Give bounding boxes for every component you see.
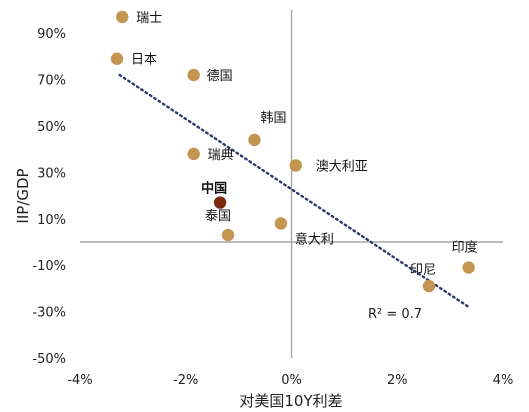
x-tick-label: 0% <box>281 373 302 388</box>
data-point <box>187 147 200 161</box>
x-tick-label: -2% <box>173 373 198 388</box>
y-tick-label: 70% <box>37 74 66 89</box>
data-points <box>110 10 475 293</box>
y-tick-label: 10% <box>37 213 66 228</box>
point-label: 意大利 <box>295 231 334 247</box>
point-label: 韩国 <box>260 111 286 126</box>
x-tick-label: 2% <box>387 373 408 388</box>
x-tick-label: 4% <box>493 373 514 388</box>
point-label: 印尼 <box>410 263 436 278</box>
y-tick-label: 50% <box>37 120 66 135</box>
x-tick-label: -4% <box>67 373 92 388</box>
y-tick-label: 30% <box>37 166 66 181</box>
data-point <box>116 10 129 24</box>
data-point <box>274 217 288 230</box>
trendline <box>118 73 470 309</box>
point-label: 澳大利亚 <box>316 158 368 174</box>
r-squared-annotation: R² = 0.7 <box>368 307 422 322</box>
y-tick-label: -30% <box>32 306 66 321</box>
data-point <box>221 228 235 242</box>
y-tick-label: -50% <box>32 352 66 367</box>
y-axis-title: IIP/GDP <box>14 168 32 223</box>
point-label: 日本 <box>131 53 157 68</box>
point-label: 中国 <box>201 181 227 197</box>
point-label: 瑞士 <box>136 11 162 26</box>
data-point <box>110 52 124 65</box>
data-point <box>462 261 475 274</box>
point-label: 印度 <box>452 240 478 256</box>
axes <box>80 10 503 358</box>
x-axis-title: 对美国10Y利差 <box>239 392 342 410</box>
point-label: 德国 <box>207 69 233 84</box>
y-tick-label: 90% <box>37 27 66 42</box>
data-point <box>289 159 302 172</box>
data-point <box>248 133 261 147</box>
point-label: 瑞典 <box>208 148 234 163</box>
y-tick-label: -10% <box>32 259 66 274</box>
point-label: 泰国 <box>205 209 231 224</box>
tick-labels: 90% 70% 50% 30% 10% -10% -30% -50%-4% -2% 0% 2% 4% <box>32 27 513 388</box>
data-point <box>187 68 200 82</box>
data-point <box>422 279 436 293</box>
data-point <box>213 196 227 209</box>
